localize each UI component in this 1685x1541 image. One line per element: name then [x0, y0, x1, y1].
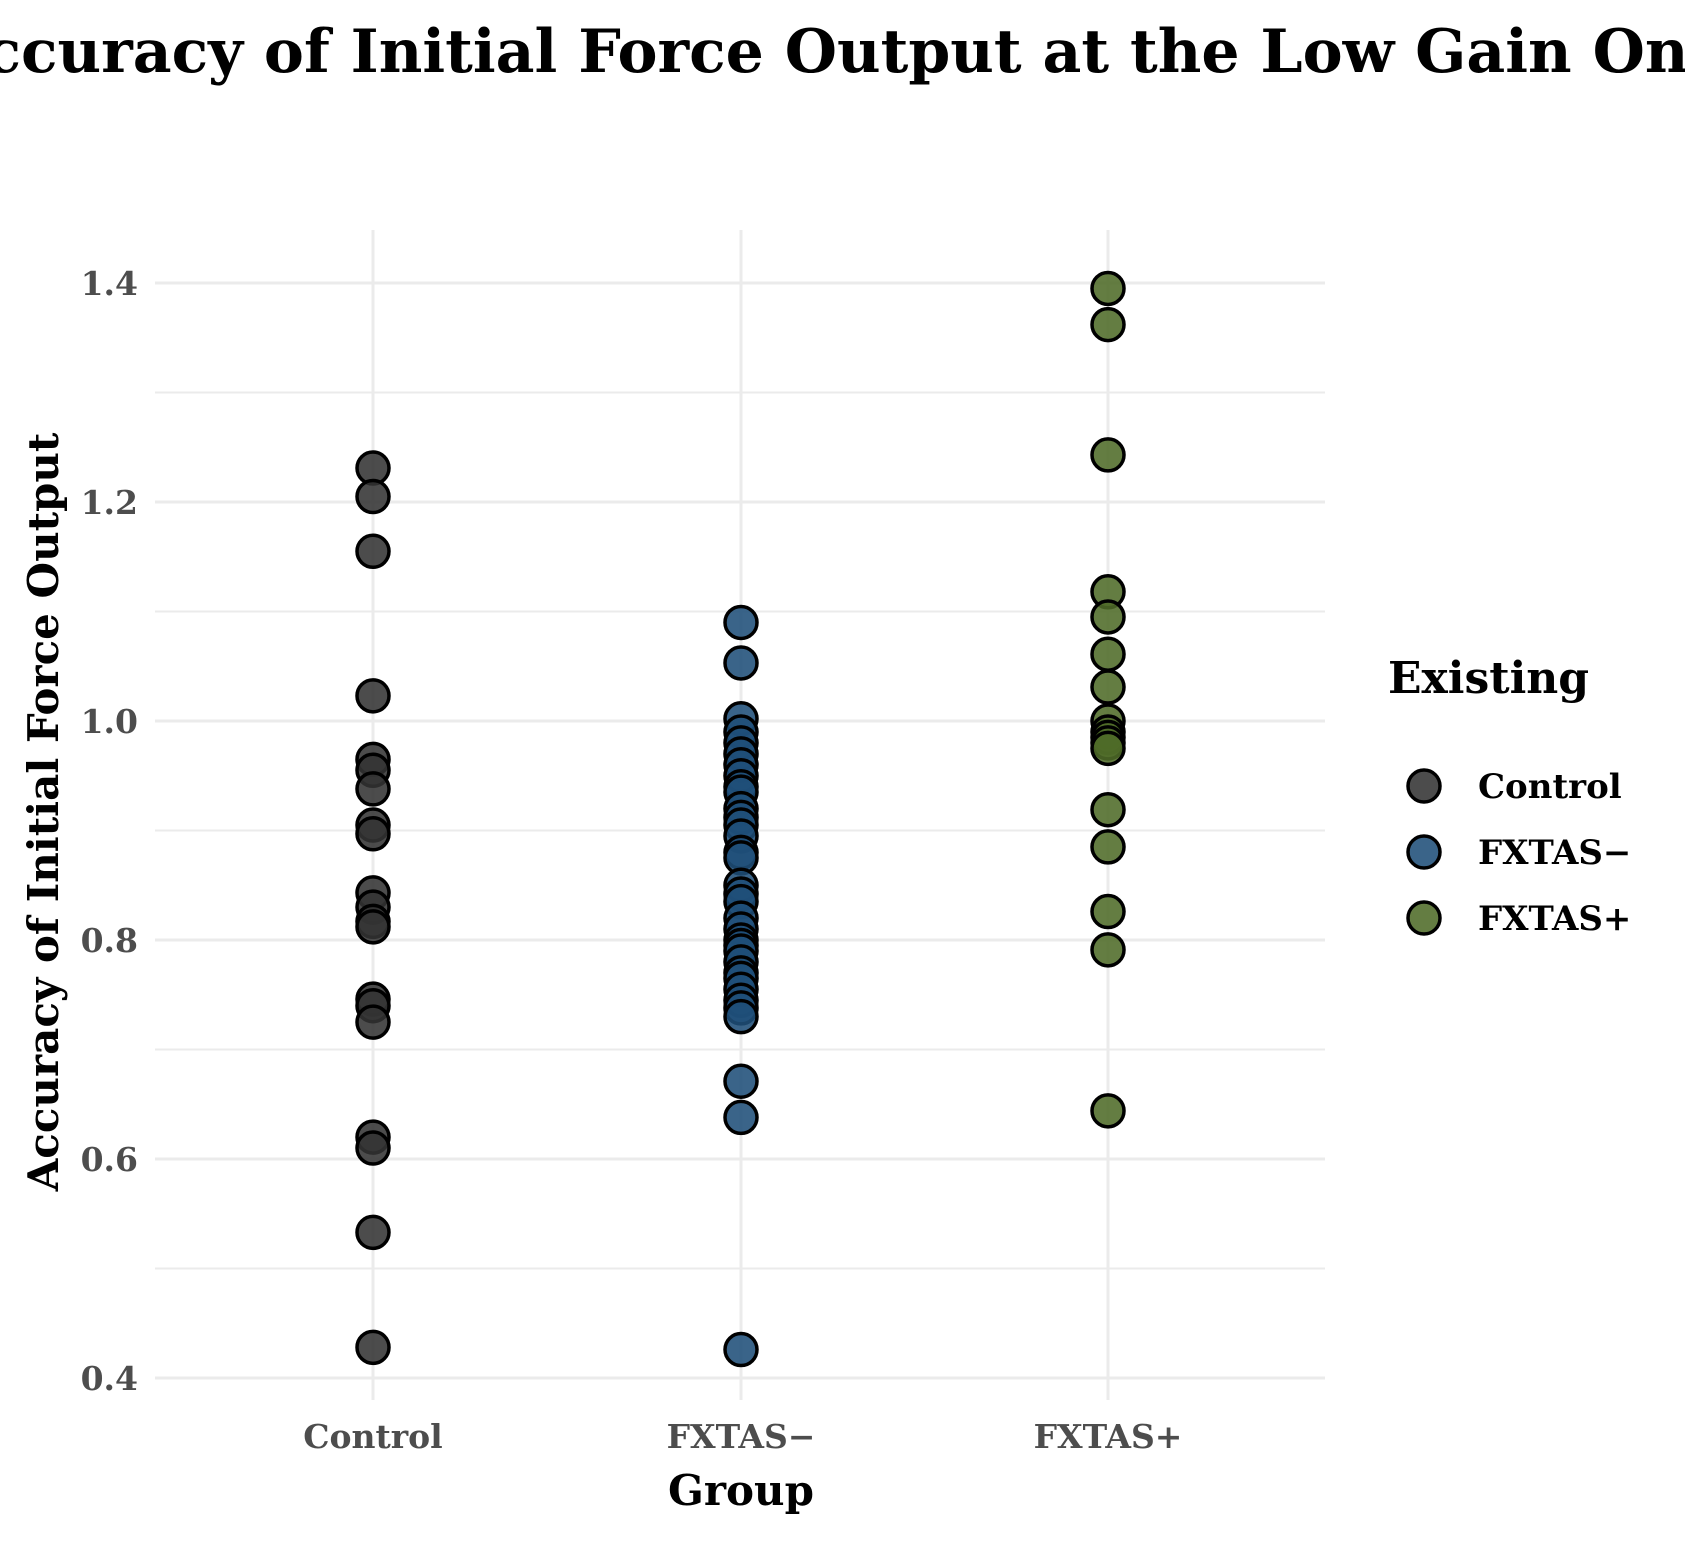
legend-label: FXTAS+ — [1478, 899, 1631, 939]
data-point — [1090, 636, 1126, 672]
data-point — [1090, 599, 1126, 635]
legend-label: FXTAS− — [1478, 833, 1631, 873]
data-point — [1090, 437, 1126, 473]
data-point — [723, 1099, 759, 1136]
legend: Existing Control FXTAS− FXTAS+ — [1388, 653, 1631, 939]
y-axis-title: Accuracy of Initial Force Output — [19, 432, 68, 1192]
data-point — [1090, 791, 1126, 828]
legend-key — [1406, 768, 1442, 804]
x-tick-label: Control — [303, 1417, 442, 1456]
x-axis: Control FXTAS− FXTAS+ — [303, 1417, 1182, 1456]
data-points — [355, 270, 1126, 1368]
data-point — [1090, 829, 1126, 865]
data-point — [355, 533, 391, 570]
y-tick-label: 0.8 — [81, 921, 138, 960]
data-point — [723, 645, 759, 681]
x-tick-label: FXTAS− — [667, 1417, 816, 1456]
y-tick-label: 1.4 — [81, 264, 138, 303]
data-point — [1090, 1093, 1126, 1129]
data-point — [1090, 270, 1126, 307]
data-point — [1090, 306, 1126, 343]
data-point — [723, 998, 759, 1035]
data-point — [723, 604, 759, 641]
data-point — [355, 1329, 391, 1366]
y-tick-label: 0.6 — [81, 1140, 138, 1179]
data-point — [355, 816, 391, 852]
data-point — [355, 771, 391, 807]
legend-title: Existing — [1388, 653, 1589, 704]
y-tick-label: 0.4 — [81, 1359, 138, 1398]
legend-key — [1406, 834, 1442, 870]
data-point — [355, 1130, 391, 1166]
chart-title: Accuracy of Initial Force Output at the … — [0, 17, 1685, 87]
legend-key — [1406, 900, 1442, 936]
data-point — [1090, 932, 1126, 968]
x-axis-title: Group — [668, 1466, 814, 1515]
y-tick-label: 1.0 — [81, 702, 138, 741]
data-point — [1090, 893, 1126, 930]
y-axis: 0.4 0.6 0.8 1.0 1.2 1.4 — [81, 264, 138, 1398]
y-tick-label: 1.2 — [81, 483, 138, 522]
data-point — [1090, 730, 1126, 767]
data-point — [355, 478, 391, 515]
data-point — [355, 678, 391, 714]
data-point — [723, 1331, 759, 1368]
x-tick-label: FXTAS+ — [1034, 1417, 1183, 1456]
data-point — [723, 1063, 759, 1100]
data-point — [355, 1214, 391, 1251]
data-point — [355, 1004, 391, 1040]
data-point — [355, 909, 391, 945]
data-point — [1090, 669, 1126, 705]
legend-label: Control — [1478, 767, 1622, 807]
